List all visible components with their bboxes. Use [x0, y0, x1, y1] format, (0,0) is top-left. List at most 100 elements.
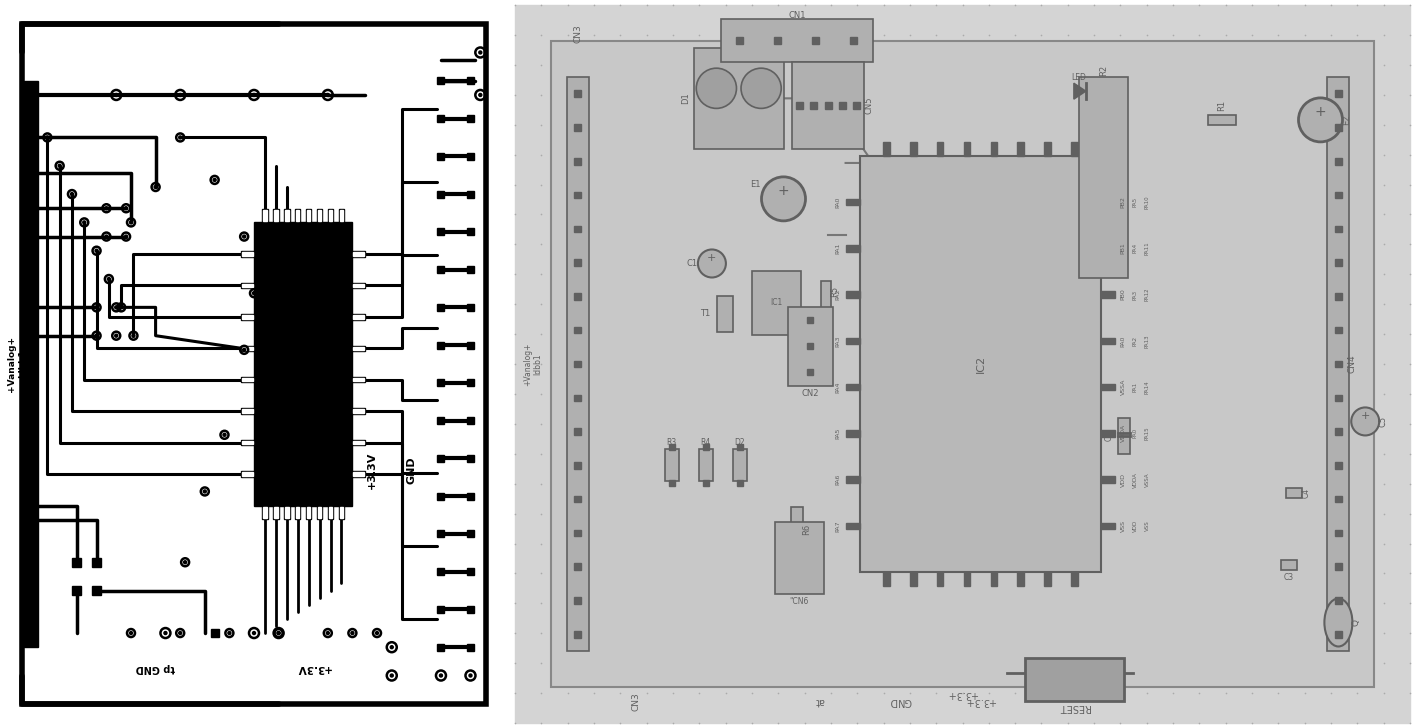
Bar — [839, 102, 846, 109]
Bar — [860, 156, 1101, 572]
Bar — [1017, 572, 1024, 586]
Circle shape — [179, 631, 181, 635]
Circle shape — [71, 193, 74, 196]
Bar — [285, 210, 289, 221]
Bar — [574, 563, 581, 570]
Text: R2: R2 — [1100, 66, 1108, 76]
Text: PA14: PA14 — [1145, 380, 1149, 394]
Text: VDD: VDD — [1121, 472, 1125, 487]
Circle shape — [242, 235, 245, 238]
Text: PA1: PA1 — [1132, 382, 1138, 392]
Bar — [353, 315, 364, 319]
Bar — [792, 63, 864, 149]
Circle shape — [222, 433, 225, 436]
Circle shape — [1352, 408, 1379, 435]
Circle shape — [115, 306, 118, 309]
Circle shape — [203, 490, 207, 493]
Bar — [910, 572, 917, 586]
Bar — [1335, 327, 1342, 333]
Bar — [846, 430, 860, 437]
Bar — [1281, 560, 1297, 570]
Circle shape — [1298, 98, 1342, 142]
Text: VSS: VSS — [1121, 520, 1125, 532]
Bar — [1335, 496, 1342, 502]
Text: PA2: PA2 — [835, 289, 840, 301]
Text: VSSA: VSSA — [1145, 472, 1149, 487]
Bar — [1118, 418, 1129, 454]
Text: IC1: IC1 — [771, 298, 782, 307]
Circle shape — [119, 306, 123, 309]
Bar — [353, 409, 364, 413]
Circle shape — [184, 561, 187, 563]
Text: R5: R5 — [830, 286, 839, 297]
Bar — [669, 443, 674, 449]
Bar — [317, 210, 322, 221]
Bar — [241, 251, 254, 256]
Text: D2: D2 — [734, 438, 745, 447]
Bar — [241, 377, 254, 382]
Bar — [285, 507, 289, 518]
Text: +: + — [707, 253, 717, 264]
Bar — [438, 417, 445, 424]
Circle shape — [105, 235, 108, 238]
Bar — [1101, 523, 1115, 529]
Bar — [574, 597, 581, 604]
Bar — [1101, 245, 1115, 252]
Circle shape — [761, 177, 805, 221]
Text: at: at — [815, 697, 825, 706]
Bar — [438, 304, 445, 311]
Bar — [733, 448, 747, 480]
Bar — [264, 210, 266, 221]
Bar — [990, 572, 998, 586]
Text: PA0: PA0 — [835, 197, 840, 207]
Circle shape — [164, 631, 167, 635]
Bar — [339, 210, 344, 222]
Circle shape — [252, 93, 255, 96]
Circle shape — [326, 93, 329, 96]
Text: PA0: PA0 — [1121, 335, 1125, 347]
Bar — [353, 440, 366, 446]
Bar — [1335, 90, 1342, 97]
Bar — [327, 210, 333, 222]
Bar — [808, 343, 813, 349]
Circle shape — [390, 646, 394, 649]
Bar — [1101, 384, 1115, 390]
Bar — [574, 496, 581, 502]
Bar — [306, 210, 312, 222]
Circle shape — [82, 221, 86, 224]
Text: PA7: PA7 — [835, 521, 840, 531]
Bar — [468, 493, 473, 499]
Bar — [737, 480, 743, 486]
Circle shape — [95, 306, 98, 309]
Text: RESET: RESET — [1058, 703, 1090, 713]
Text: VDDA: VDDA — [1121, 424, 1125, 443]
Bar — [846, 384, 860, 390]
Bar — [438, 229, 445, 235]
Text: PB0: PB0 — [1121, 289, 1125, 301]
Text: PA6: PA6 — [835, 474, 840, 486]
Bar — [937, 572, 944, 586]
Bar — [811, 102, 818, 109]
Text: R1: R1 — [1217, 100, 1227, 111]
Bar — [92, 558, 101, 566]
Text: Q: Q — [1352, 619, 1360, 626]
Circle shape — [439, 674, 442, 677]
Text: PA5: PA5 — [835, 428, 840, 439]
Bar — [242, 315, 254, 319]
Bar — [242, 409, 254, 413]
Text: PA15: PA15 — [1145, 427, 1149, 440]
Bar — [438, 77, 445, 84]
Bar — [694, 48, 784, 149]
Bar — [307, 210, 310, 221]
Bar — [283, 210, 289, 222]
Bar — [703, 480, 708, 486]
Bar — [812, 37, 819, 44]
Bar — [551, 41, 1374, 687]
Bar — [1335, 395, 1342, 401]
Bar — [468, 115, 473, 122]
Bar — [825, 102, 832, 109]
Bar — [1101, 338, 1115, 344]
Text: PA4: PA4 — [835, 381, 840, 393]
Bar — [329, 507, 332, 518]
Circle shape — [741, 68, 781, 108]
